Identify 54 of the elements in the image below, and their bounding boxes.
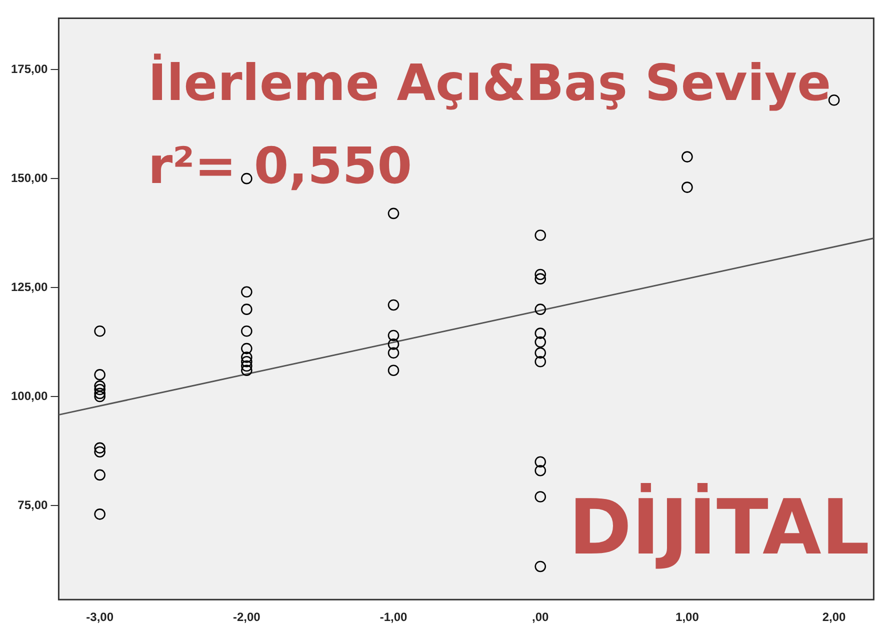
annotation: DİJİTAL	[568, 482, 870, 572]
point	[388, 364, 400, 376]
point	[94, 508, 106, 520]
point	[94, 384, 106, 396]
point	[241, 352, 252, 363]
y-tick-label: 125,00	[11, 280, 48, 294]
point	[241, 172, 252, 184]
point	[534, 273, 546, 284]
point	[388, 299, 400, 311]
point	[94, 380, 106, 392]
point	[534, 560, 546, 572]
x-tick-label: 1,00	[676, 610, 700, 624]
point	[241, 360, 252, 372]
point	[534, 336, 546, 348]
point	[94, 388, 106, 400]
point	[388, 347, 400, 359]
point	[94, 369, 106, 380]
point	[682, 182, 693, 193]
y-tick-label: 100,00	[11, 388, 48, 403]
point	[241, 286, 252, 298]
point	[534, 328, 546, 339]
point	[241, 364, 252, 376]
point	[534, 464, 546, 476]
point	[241, 342, 252, 354]
point	[241, 356, 252, 368]
point	[534, 347, 546, 359]
point	[388, 330, 400, 342]
point	[94, 442, 106, 454]
y-tick-label: 150,00	[11, 170, 48, 185]
point	[94, 325, 106, 337]
point	[682, 151, 693, 162]
point	[534, 356, 546, 368]
point	[241, 325, 252, 337]
x-tick-label: ,00	[532, 610, 550, 624]
x-tick-label: -1,00	[380, 610, 408, 624]
point	[241, 304, 252, 315]
point	[388, 338, 400, 350]
annotation: r²= 0,550	[148, 137, 412, 195]
point	[94, 469, 106, 481]
point	[534, 230, 546, 241]
point	[828, 94, 840, 106]
point	[534, 456, 546, 468]
y-tick-label: 175,00	[11, 62, 48, 76]
y-tick-label: 75,00	[18, 498, 48, 512]
point	[388, 208, 400, 220]
point	[94, 390, 106, 402]
x-tick-label: -3,00	[86, 610, 114, 624]
point	[534, 268, 546, 280]
point	[534, 304, 546, 315]
point	[534, 491, 546, 502]
x-tick-label: 2,00	[822, 610, 846, 624]
annotation: İlerleme Açı&Baş Seviye	[148, 53, 832, 112]
x-tick-label: -2,00	[232, 610, 261, 624]
point	[94, 446, 106, 458]
